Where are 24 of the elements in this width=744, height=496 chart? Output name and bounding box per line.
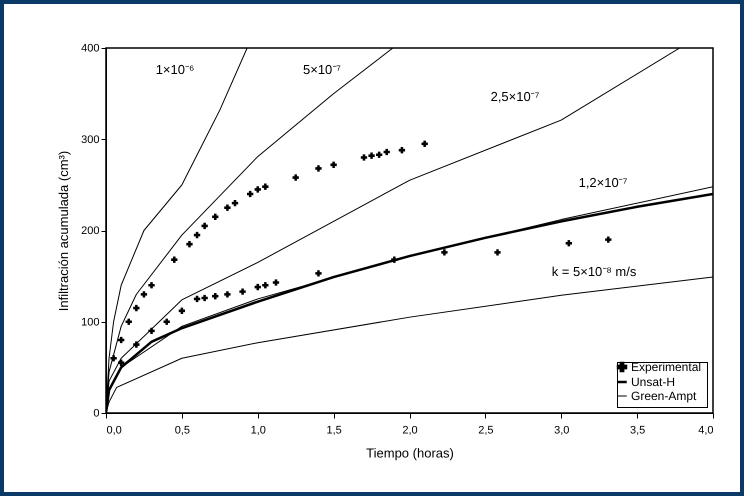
x-tick-label: 1,0 bbox=[250, 424, 266, 436]
x-tick-label: 2,5 bbox=[478, 424, 494, 436]
x-tick-label: 3,0 bbox=[554, 424, 570, 436]
x-tick-label: 3,5 bbox=[630, 424, 646, 436]
y-tick-label: 100 bbox=[81, 316, 100, 328]
annotation: 5×10⁻⁷ bbox=[303, 62, 342, 77]
annotation: k = 5×10⁻⁸ m/s bbox=[552, 264, 637, 279]
y-axis-title: Infiltración acumulada (cm³) bbox=[56, 150, 72, 312]
y-tick-label: 400 bbox=[81, 42, 100, 54]
x-tick-label: 4,0 bbox=[698, 424, 714, 436]
y-tick-label: 0 bbox=[93, 408, 100, 420]
annotation: 1,2×10⁻⁷ bbox=[578, 175, 628, 190]
legend-label: Experimental bbox=[631, 360, 702, 374]
legend-label: Unsat-H bbox=[631, 375, 676, 389]
y-tick-label: 200 bbox=[81, 225, 100, 237]
x-tick-label: 1,5 bbox=[326, 424, 342, 436]
y-tick-label: 300 bbox=[81, 134, 100, 146]
annotation: 2,5×10⁻⁷ bbox=[490, 89, 540, 104]
x-axis-title: Tiempo (horas) bbox=[366, 446, 454, 460]
x-tick-label: 0,0 bbox=[106, 424, 122, 436]
annotation: 1×10⁻⁶ bbox=[156, 62, 194, 77]
x-tick-label: 0,5 bbox=[174, 424, 190, 436]
legend-label: Green-Ampt bbox=[631, 389, 698, 403]
x-tick-label: 2,0 bbox=[402, 424, 418, 436]
